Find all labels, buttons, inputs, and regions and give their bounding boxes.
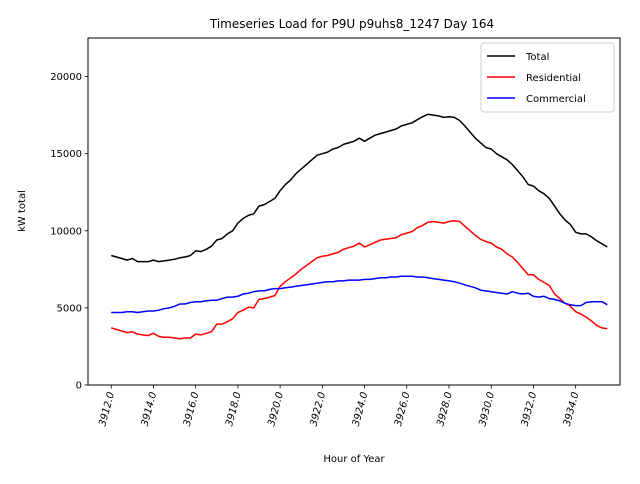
plot-frame bbox=[87, 37, 621, 386]
y-tick-label: 20000 bbox=[50, 72, 82, 83]
legend: Total Residential Commercial bbox=[480, 42, 615, 113]
chart-title: Timeseries Load for P9U p9uhs8_1247 Day … bbox=[209, 17, 494, 31]
series-line-residential bbox=[110, 220, 608, 340]
legend-label-commercial: Commercial bbox=[526, 94, 586, 105]
y-tick-label: 5000 bbox=[57, 303, 82, 314]
legend-label-residential: Residential bbox=[526, 73, 581, 84]
x-axis-label: Hour of Year bbox=[323, 454, 385, 465]
y-tick-label: 10000 bbox=[50, 226, 82, 237]
series-line-total bbox=[110, 113, 608, 263]
y-tick-label: 0 bbox=[76, 381, 82, 392]
y-axis-label: kW total bbox=[17, 190, 28, 232]
y-tick-label: 15000 bbox=[50, 149, 82, 160]
legend-label-total: Total bbox=[525, 52, 549, 63]
legend-box bbox=[480, 42, 615, 113]
y-axis: 0 5000 10000 15000 20000 bbox=[50, 72, 88, 392]
series-line-commercial bbox=[111, 275, 608, 314]
series-lines bbox=[110, 113, 608, 340]
